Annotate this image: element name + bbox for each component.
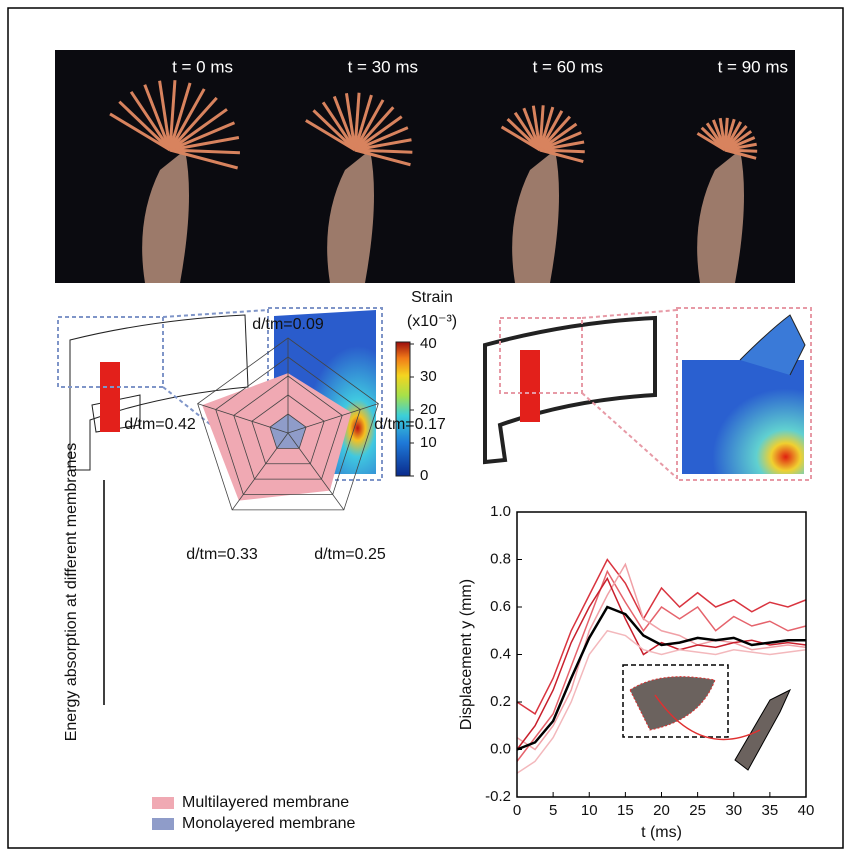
x-tick-label: 25 — [689, 802, 706, 819]
radar-ylabel: Energy absorption at different membranes — [63, 443, 80, 742]
y-tick-label: 0.4 — [490, 645, 511, 662]
colorbar-tick-label: 0 — [420, 467, 428, 484]
y-tick-label: -0.2 — [485, 788, 511, 805]
x-tick-label: 0 — [513, 802, 521, 819]
colorbar-tick-label: 30 — [420, 368, 437, 385]
x-tick-label: 30 — [725, 802, 742, 819]
inset-shape — [630, 677, 715, 730]
y-tick-label: 0.0 — [490, 740, 511, 757]
colorbar-unit: (x10⁻³) — [407, 313, 457, 330]
radar-axis-label: d/tm=0.17 — [374, 416, 446, 433]
x-tick-label: 10 — [581, 802, 598, 819]
x-tick-label: 40 — [798, 802, 815, 819]
photo-label: t = 0 ms — [172, 57, 233, 76]
radar-axis-label: d/tm=0.25 — [314, 546, 386, 563]
radar-axis-label: d/tm=0.09 — [252, 316, 324, 333]
x-tick-label: 5 — [549, 802, 557, 819]
y-tick-label: 0.8 — [490, 550, 511, 567]
colorbar-title: Strain — [411, 289, 453, 306]
radar-axis-label: d/tm=0.33 — [186, 546, 258, 563]
legend-label: Multilayered membrane — [182, 794, 349, 811]
y-tick-label: 0.6 — [490, 598, 511, 615]
colorbar-tick-label: 40 — [420, 335, 437, 352]
simulation-right — [485, 308, 811, 480]
y-tick-label: 1.0 — [490, 503, 511, 520]
y-axis-label: Displacement y (mm) — [458, 579, 475, 730]
x-tick-label: 15 — [617, 802, 634, 819]
inset-worm — [735, 690, 790, 770]
x-axis-label: t (ms) — [641, 824, 682, 841]
photo-strip: t = 0 ms t = 30 ms t = 60 ms t = 90 ms — [55, 50, 795, 283]
x-tick-label: 20 — [653, 802, 670, 819]
radar-axis-label: d/tm=0.42 — [124, 416, 196, 433]
photo-label: t = 30 ms — [348, 57, 418, 76]
figure: t = 0 ms t = 30 ms t = 60 ms t = 90 ms Stra… — [0, 0, 851, 855]
colorbar-tick-label: 10 — [420, 434, 437, 451]
photo-label: t = 90 ms — [718, 57, 788, 76]
legend-swatch — [152, 818, 174, 830]
x-tick-label: 35 — [762, 802, 779, 819]
photo-label: t = 60 ms — [533, 57, 603, 76]
y-tick-label: 0.2 — [490, 693, 511, 710]
legend-label: Monolayered membrane — [182, 815, 356, 832]
legend-swatch — [152, 797, 174, 809]
